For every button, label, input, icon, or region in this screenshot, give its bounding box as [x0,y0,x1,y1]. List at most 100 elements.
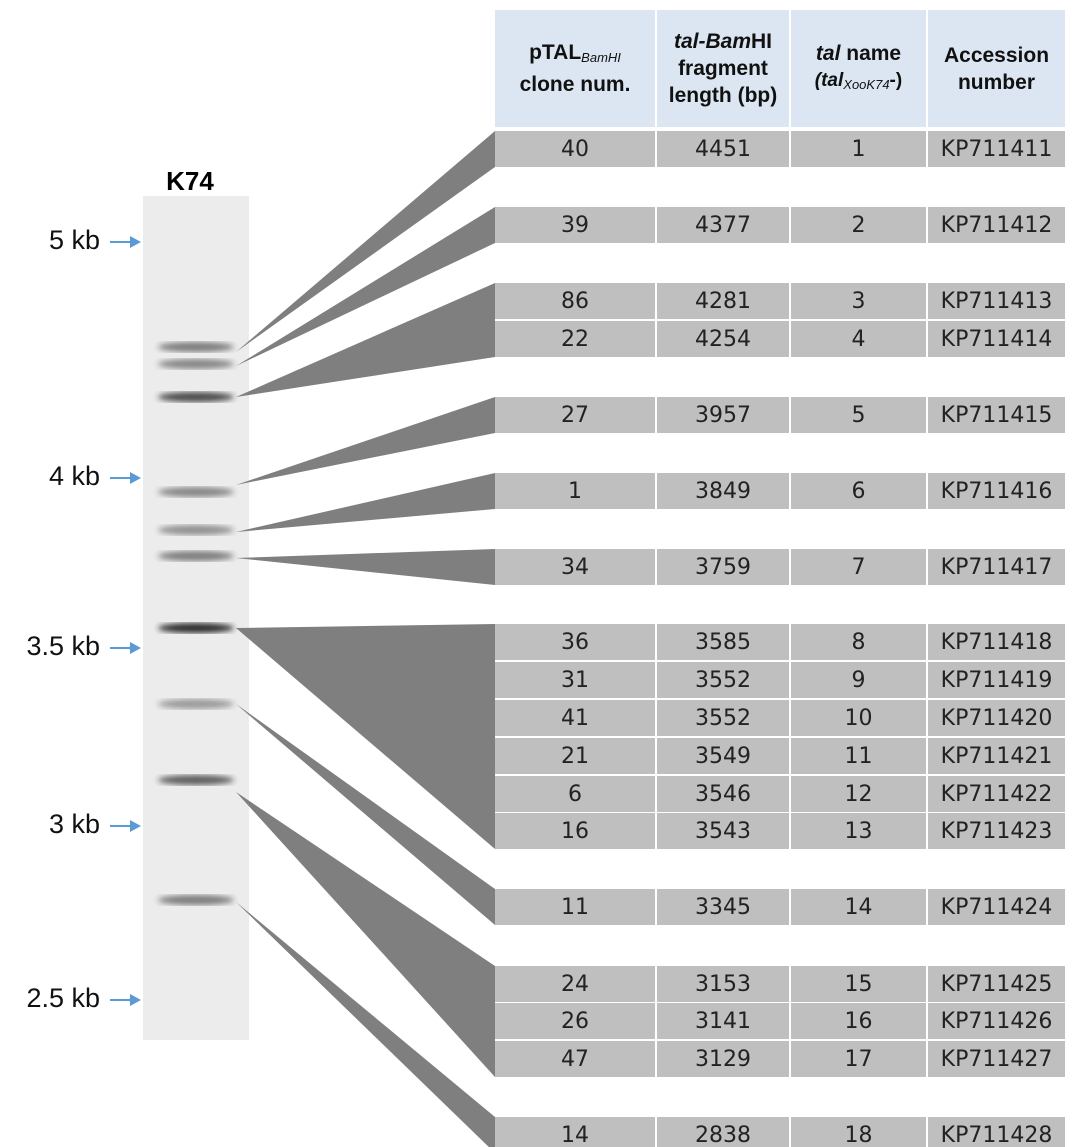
size-marker: 2.5 kb [0,983,100,1014]
header-sub: XooK74 [843,77,889,92]
table-cell: 17 [791,1041,926,1077]
header-cell: pTALBamHI clone num. [495,10,655,127]
link-wedge [236,397,495,485]
table-cell: 3552 [657,700,789,736]
table-cell: KP711414 [928,321,1065,357]
table-cell: 15 [791,966,926,1002]
marker-arrowhead [130,994,141,1006]
size-marker: 3.5 kb [0,631,100,662]
table-cell: 13 [791,813,926,849]
table-cell: 14 [495,1117,655,1147]
gel-band [158,699,234,709]
table-cell: 16 [791,1003,926,1039]
gel-band [158,551,234,561]
header-part: (tal [815,70,844,91]
table-cell: 4281 [657,283,789,319]
table-cell: 18 [791,1117,926,1147]
marker-arrowhead [130,642,141,654]
header-cell: tal name (talXooK74-) [791,10,926,127]
header-sub: BamHI [581,50,621,65]
table-cell: 5 [791,397,926,433]
table-cell: 3849 [657,473,789,509]
table-cell: KP711424 [928,889,1065,925]
header-part: clone num. [520,71,631,98]
table-cell: 34 [495,549,655,585]
link-wedge [236,549,495,585]
table-cell: 3141 [657,1003,789,1039]
table-cell: 24 [495,966,655,1002]
gel-band [158,359,234,369]
table-cell: 22 [495,321,655,357]
table-cell: 31 [495,662,655,698]
table-cell: 3585 [657,624,789,660]
header-text: tal name [816,40,901,67]
table-cell: 3957 [657,397,789,433]
table-cell: 2838 [657,1117,789,1147]
header-text: (talXooK74-) [815,67,902,98]
header-cell: tal-BamHI fragment length (bp) [657,10,789,127]
table-cell: 3543 [657,813,789,849]
table-cell: 14 [791,889,926,925]
table-cell: KP711413 [928,283,1065,319]
gel-lane [143,196,249,1040]
table-cell: 26 [495,1003,655,1039]
table-cell: KP711428 [928,1117,1065,1147]
header-part: tal [816,42,841,65]
table-cell: 3549 [657,738,789,774]
marker-arrowhead [130,472,141,484]
table-cell: KP711426 [928,1003,1065,1039]
table-cell: 4451 [657,131,789,167]
table-cell: 3552 [657,662,789,698]
gel-band [158,392,234,402]
size-marker: 4 kb [0,461,100,492]
table-cell: KP711423 [928,813,1065,849]
table-cell: KP711422 [928,776,1065,812]
header-part: number [958,69,1035,96]
table-cell: 41 [495,700,655,736]
table-cell: 47 [495,1041,655,1077]
table-cell: 3345 [657,889,789,925]
table-cell: 7 [791,549,926,585]
table-cell: KP711417 [928,549,1065,585]
table-cell: 11 [791,738,926,774]
gel-band [158,895,234,905]
gel-band [158,623,234,633]
table-cell: 12 [791,776,926,812]
table-cell: KP711427 [928,1041,1065,1077]
table-cell: 3546 [657,776,789,812]
header-part: tal-Bam [674,30,751,53]
table-cell: 1 [791,131,926,167]
header-part: -) [890,70,903,91]
table-cell: 2 [791,207,926,243]
size-marker: 3 kb [0,809,100,840]
table-cell: 8 [791,624,926,660]
table-cell: KP711416 [928,473,1065,509]
header-text: tal-BamHI [674,28,772,55]
table-cell: KP711411 [928,131,1065,167]
table-cell: 40 [495,131,655,167]
table-cell: KP711421 [928,738,1065,774]
table-cell: 3759 [657,549,789,585]
table-cell: 16 [495,813,655,849]
table-cell: 10 [791,700,926,736]
gel-band [158,525,234,535]
table-cell: KP711425 [928,966,1065,1002]
table-cell: 4254 [657,321,789,357]
table-cell: 86 [495,283,655,319]
table-cell: 4377 [657,207,789,243]
marker-arrowhead [130,236,141,248]
header-cell: Accession number [928,10,1065,127]
table-cell: 4 [791,321,926,357]
table-cell: 6 [495,776,655,812]
header-part: name [840,42,901,65]
table-cell: 3153 [657,966,789,1002]
table-cell: 9 [791,662,926,698]
table-cell: KP711420 [928,700,1065,736]
header-part: fragment [678,55,768,82]
marker-arrowhead [130,820,141,832]
figure: K74 pTALBamHI clone num. tal-BamHI fragm… [0,0,1073,1147]
header-text: pTALBamHI [529,39,621,71]
table-cell: 3 [791,283,926,319]
table-cell: 36 [495,624,655,660]
table-cell: KP711418 [928,624,1065,660]
